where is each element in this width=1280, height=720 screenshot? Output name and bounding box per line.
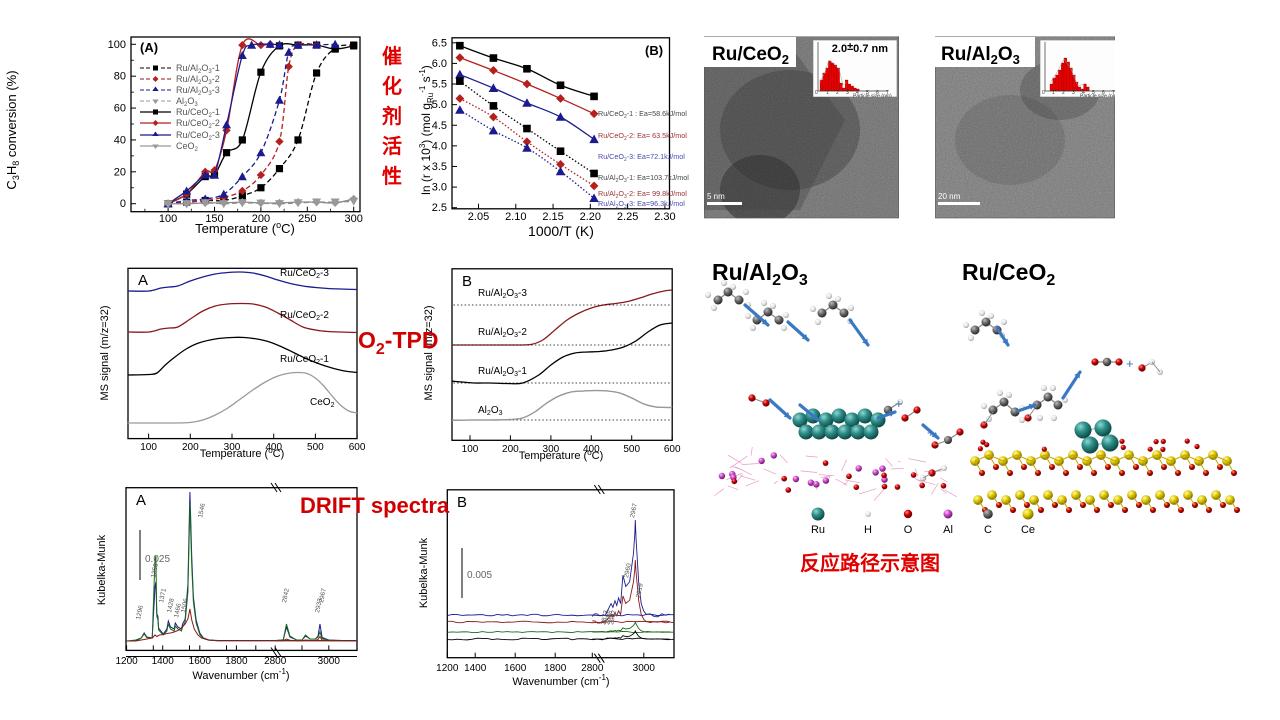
svg-text:DRIFT spectra: DRIFT spectra [300, 493, 450, 518]
svg-text:O2-TPD: O2-TPD [358, 327, 438, 358]
